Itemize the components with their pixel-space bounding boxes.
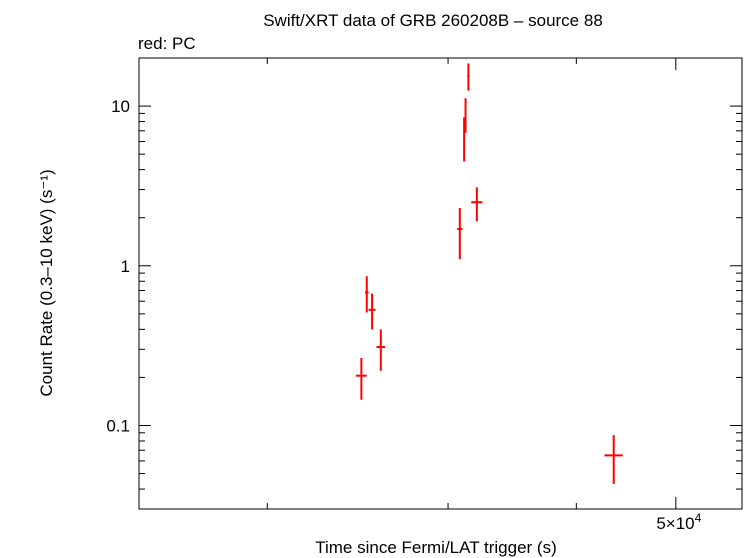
plot-frame: [138, 57, 743, 510]
y-tick-label: 0.1: [106, 416, 130, 435]
y-tick-label: 1: [121, 257, 130, 276]
data-point: [355, 357, 367, 400]
data-point: [463, 117, 466, 162]
chart-subtitle: red: PC: [138, 34, 196, 53]
data-point: [364, 276, 369, 313]
y-tick-label: 10: [111, 97, 130, 116]
data-point: [457, 208, 463, 260]
chart-title: Swift/XRT data of GRB 260208B – source 8…: [263, 11, 603, 30]
x-tick-label: 5×104: [656, 511, 701, 533]
data-point: [368, 293, 376, 330]
data-points: [355, 63, 623, 485]
data-point: [604, 435, 623, 485]
y-axis-ticks: 0.1 1 10: [106, 57, 742, 510]
x-axis-ticks: 5×104: [266, 58, 702, 533]
y-axis-label: Count Rate (0.3–10 keV) (s⁻¹): [37, 169, 56, 396]
data-point: [464, 98, 467, 133]
data-point: [376, 329, 386, 371]
data-point: [471, 187, 483, 222]
data-point: [467, 63, 470, 91]
x-axis-label: Time since Fermi/LAT trigger (s): [315, 538, 557, 557]
